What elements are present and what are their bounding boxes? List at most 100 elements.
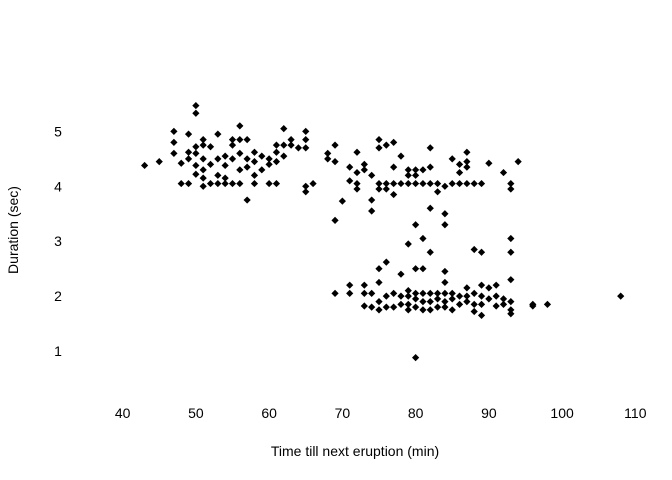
data-point	[390, 289, 398, 298]
data-point	[382, 303, 390, 311]
x-tick-labels: 40 50 60 70 80 90 100 110	[115, 405, 647, 421]
data-point	[221, 174, 229, 182]
data-point	[433, 188, 442, 196]
data-point	[302, 188, 310, 196]
data-point	[382, 185, 390, 193]
data-point	[192, 101, 200, 110]
data-point	[375, 136, 383, 144]
data-point	[199, 155, 207, 163]
data-point	[192, 143, 200, 151]
data-point	[412, 221, 420, 229]
data-point	[192, 149, 200, 157]
data-point	[477, 248, 486, 256]
data-point	[287, 141, 295, 149]
data-point	[470, 179, 478, 188]
data-point	[177, 179, 185, 188]
data-point	[485, 295, 493, 303]
data-point	[324, 155, 332, 163]
data-point	[397, 179, 405, 188]
data-point	[375, 278, 383, 287]
data-point	[368, 207, 376, 215]
data-point	[192, 109, 200, 117]
data-point	[287, 136, 295, 144]
data-point	[184, 179, 193, 188]
y-tick-label: 4	[54, 178, 62, 194]
data-point	[477, 300, 486, 308]
data-point	[184, 130, 193, 138]
y-tick-label: 1	[54, 343, 62, 359]
data-point	[265, 155, 273, 163]
data-point	[433, 179, 442, 188]
data-point	[353, 185, 361, 193]
data-points	[140, 101, 625, 362]
data-point	[346, 163, 354, 171]
data-point	[529, 302, 537, 310]
data-point	[360, 289, 368, 298]
data-point	[463, 284, 471, 292]
data-point	[192, 161, 200, 170]
data-point	[441, 210, 449, 218]
data-point	[302, 182, 310, 190]
data-point	[412, 166, 420, 174]
data-point	[433, 295, 442, 303]
data-point	[199, 182, 207, 190]
data-point	[426, 204, 434, 212]
data-point	[228, 136, 237, 144]
data-point	[375, 179, 383, 188]
data-point	[382, 292, 390, 300]
data-point	[426, 289, 434, 298]
data-point	[346, 281, 354, 289]
data-point	[412, 179, 420, 188]
data-point	[214, 155, 222, 163]
data-point	[543, 300, 552, 308]
data-point	[221, 179, 229, 188]
data-point	[477, 281, 486, 289]
data-point	[206, 160, 215, 168]
data-point	[236, 149, 244, 157]
data-point	[236, 166, 244, 174]
data-point	[441, 298, 449, 306]
data-point	[426, 298, 434, 306]
data-point	[404, 240, 412, 248]
data-point	[184, 155, 193, 163]
data-point	[448, 295, 456, 303]
y-tick-label: 5	[54, 123, 62, 139]
data-point	[360, 160, 368, 168]
data-point	[507, 185, 515, 193]
data-point	[412, 171, 420, 179]
data-point	[206, 143, 215, 151]
data-point	[375, 306, 383, 314]
data-point	[419, 234, 427, 243]
data-point	[390, 190, 398, 199]
data-point	[265, 160, 273, 168]
data-point	[390, 179, 398, 188]
data-point	[280, 141, 288, 149]
data-point	[463, 157, 471, 166]
data-point	[419, 179, 427, 188]
data-point	[309, 179, 317, 188]
data-point	[192, 170, 200, 178]
data-point	[448, 306, 456, 314]
data-point	[199, 174, 207, 182]
data-point	[404, 300, 412, 308]
data-point	[302, 136, 310, 144]
data-point	[426, 306, 434, 314]
data-point	[455, 300, 464, 308]
data-point	[397, 152, 405, 160]
data-point	[280, 152, 288, 160]
data-point	[477, 292, 486, 300]
data-point	[243, 136, 251, 144]
data-point	[368, 303, 376, 311]
data-point	[360, 281, 368, 289]
data-point	[375, 298, 383, 306]
data-point	[170, 138, 178, 146]
data-point	[470, 300, 478, 308]
data-point	[397, 292, 405, 300]
data-point	[419, 289, 427, 298]
y-axis-title: Duration (sec)	[5, 186, 21, 274]
data-point	[448, 155, 456, 163]
data-point	[272, 157, 281, 166]
data-point	[426, 144, 434, 152]
